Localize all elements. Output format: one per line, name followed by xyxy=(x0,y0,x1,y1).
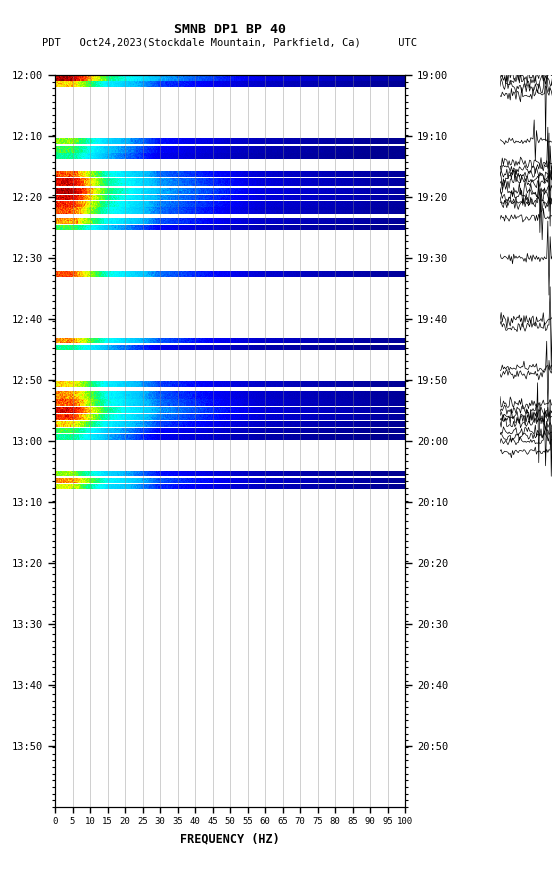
Text: PDT   Oct24,2023(Stockdale Mountain, Parkfield, Ca)      UTC: PDT Oct24,2023(Stockdale Mountain, Parkf… xyxy=(43,37,417,48)
Text: USGS: USGS xyxy=(13,15,47,26)
X-axis label: FREQUENCY (HZ): FREQUENCY (HZ) xyxy=(180,832,280,845)
Text: SMNB DP1 BP 40: SMNB DP1 BP 40 xyxy=(174,23,286,36)
